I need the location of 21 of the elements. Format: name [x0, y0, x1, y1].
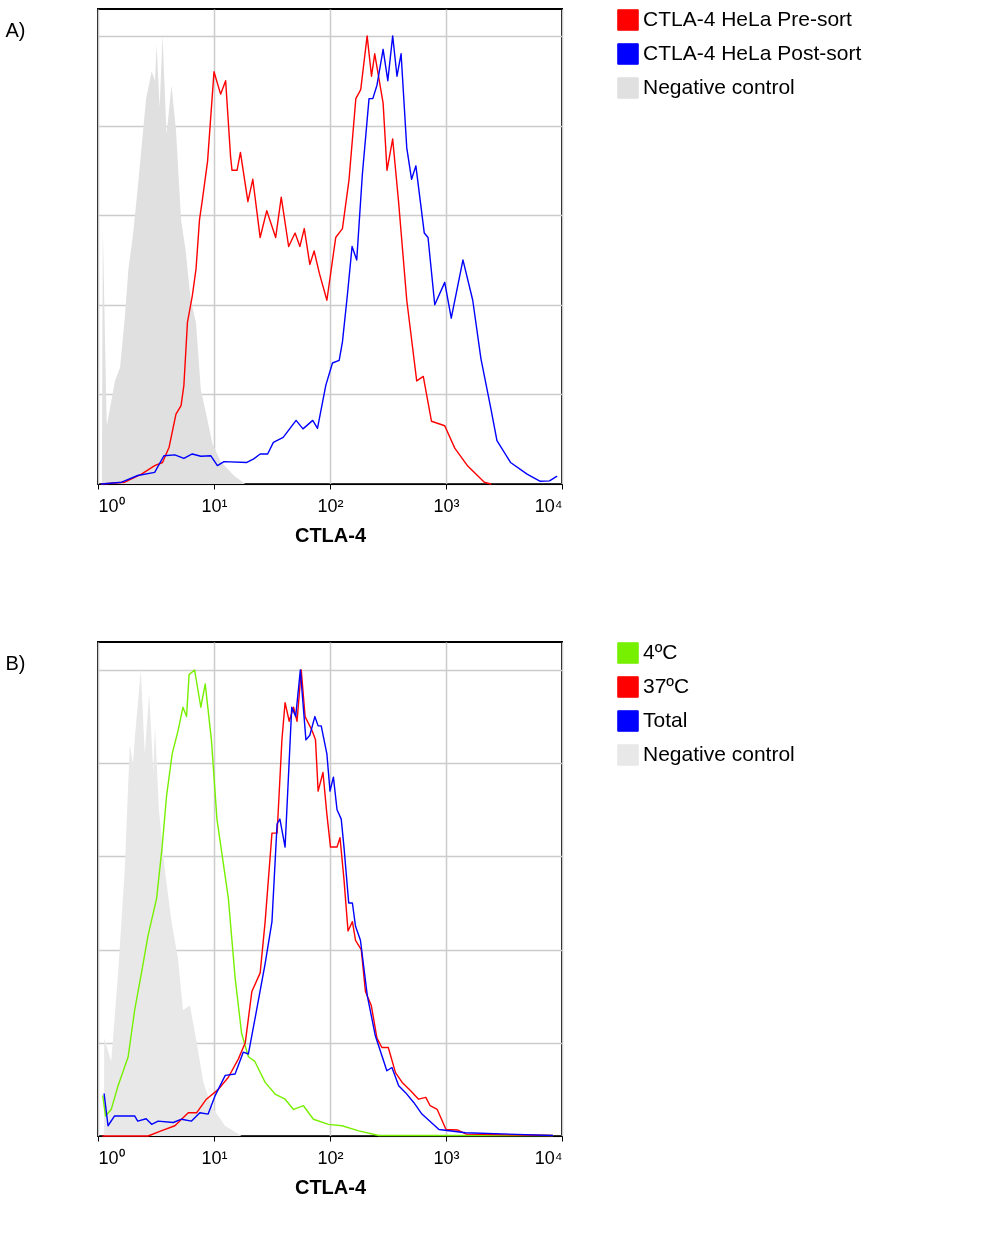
x-tick-label: 10⁴: [534, 495, 563, 516]
legend-label: CTLA-4 HeLa Pre-sort: [643, 7, 853, 30]
x-tick-label: 10³: [433, 1147, 460, 1168]
x-tick-label: 10⁰: [98, 495, 125, 516]
legend-label: Total: [643, 708, 688, 731]
legend-label: CTLA-4 HeLa Post-sort: [643, 41, 862, 64]
x-tick-label: 10²: [317, 1147, 344, 1168]
x-tick-label: 10¹: [201, 1147, 228, 1168]
legend-label: 37ºC: [643, 674, 690, 697]
x-tick-label: 10⁰: [98, 1147, 125, 1168]
legend-label: Negative control: [643, 75, 795, 98]
x-axis-title: CTLA-4: [294, 523, 367, 546]
legend-label: Negative control: [643, 742, 795, 765]
x-tick-label: 10¹: [201, 495, 228, 516]
legend-label: 4ºC: [643, 640, 678, 663]
chart-title: B): [5, 652, 26, 674]
x-tick-label: 10⁴: [534, 1147, 563, 1168]
x-tick-label: 10²: [317, 495, 344, 516]
x-axis-title: CTLA-4: [294, 1175, 367, 1198]
chart-title: A): [5, 19, 26, 41]
x-tick-label: 10³: [433, 495, 460, 516]
